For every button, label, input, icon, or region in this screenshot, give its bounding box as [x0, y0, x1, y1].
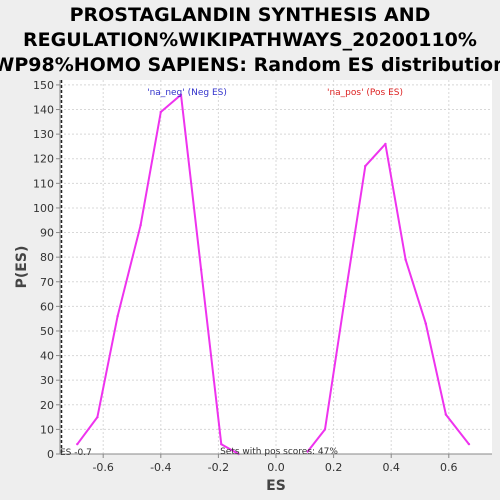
- y-tick-label: 40: [40, 350, 54, 363]
- x-tick-label: -0.4: [150, 461, 171, 474]
- data-point: [179, 93, 183, 96]
- chart-title-line-3: WP98%HOMO SAPIENS: Random ES distributio…: [0, 54, 500, 76]
- y-tick-label: 100: [33, 202, 54, 215]
- y-axis-label: P(ES): [14, 246, 30, 289]
- y-tick-label: 130: [33, 128, 54, 141]
- chart-title-line-1: PROSTAGLANDIN SYNTHESIS AND: [70, 4, 431, 26]
- y-tick-label: 0: [47, 448, 54, 461]
- plot-area: [60, 80, 492, 454]
- x-tick-label: 0.0: [267, 461, 285, 474]
- y-ticks: 0 10 20 30 40 50 60 70 80 90 100 110 120 130 140 150: [33, 79, 60, 461]
- pos-scores-annotation: Sets with pos scores: 47%: [220, 447, 338, 457]
- data-point: [424, 322, 427, 325]
- chart-title-line-2: REGULATION%WIKIPATHWAYS_20200110%: [23, 29, 477, 51]
- data-point: [384, 142, 387, 146]
- y-tick-label: 80: [40, 251, 54, 264]
- data-point: [343, 295, 347, 298]
- x-tick-label: -0.6: [92, 461, 113, 474]
- y-tick-label: 110: [33, 177, 54, 190]
- data-point: [116, 315, 119, 318]
- data-point: [444, 413, 448, 416]
- series-layer: [76, 93, 471, 456]
- x-axis-label: ES: [266, 478, 286, 494]
- legend-neg-es: 'na_neg' (Neg ES): [147, 88, 227, 98]
- y-tick-label: 70: [40, 276, 54, 289]
- data-point: [404, 258, 407, 261]
- data-point: [467, 442, 471, 446]
- data-point: [323, 428, 327, 431]
- x-tick-label: 0.2: [325, 461, 343, 474]
- y-tick-label: 90: [40, 227, 54, 240]
- y-tick-label: 20: [40, 399, 54, 412]
- x-tick-label: 0.4: [382, 461, 400, 474]
- data-point: [159, 110, 162, 114]
- data-point: [96, 415, 99, 419]
- data-point: [306, 450, 309, 453]
- es-marker-label: ES -0.7: [60, 448, 92, 458]
- y-tick-label: 10: [40, 423, 54, 436]
- data-point: [199, 268, 203, 271]
- x-ticks: -0.6 -0.4 -0.2 0.0 0.2 0.4 0.6: [92, 454, 458, 474]
- y-tick-label: 30: [40, 374, 54, 387]
- data-point: [220, 442, 223, 446]
- data-point: [76, 442, 79, 446]
- y-tick-label: 60: [40, 300, 54, 313]
- x-tick-label: 0.6: [440, 461, 458, 474]
- y-tick-label: 120: [33, 153, 54, 166]
- data-point: [139, 223, 142, 227]
- y-tick-label: 50: [40, 325, 54, 338]
- data-point: [364, 164, 367, 168]
- y-tick-label: 150: [33, 79, 54, 92]
- x-tick-label: -0.2: [208, 461, 229, 474]
- legend-pos-es: 'na_pos' (Pos ES): [327, 88, 403, 98]
- y-tick-label: 140: [33, 104, 54, 117]
